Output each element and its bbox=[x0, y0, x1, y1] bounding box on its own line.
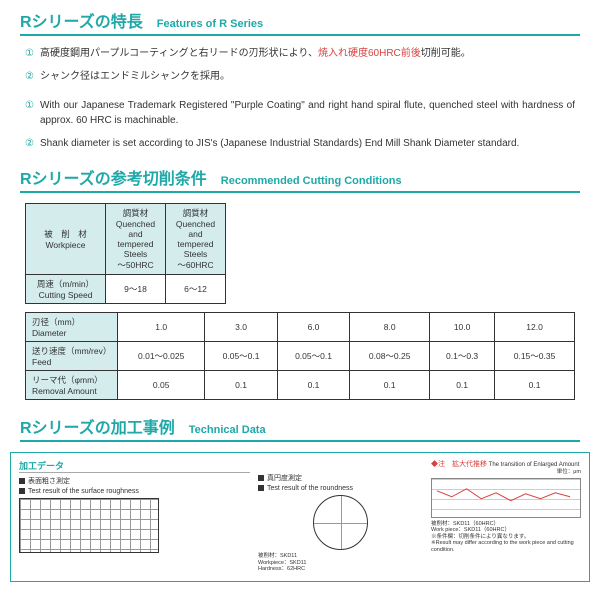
square-icon bbox=[19, 488, 25, 494]
note: Workpiece：SKD11 bbox=[258, 560, 423, 567]
roundness-chart bbox=[313, 495, 368, 550]
section-title-jp: Rシリーズの特長 bbox=[20, 8, 143, 32]
td: 0.1 bbox=[277, 371, 349, 400]
section-header-cutting: Rシリーズの参考切削条件 Recommended Cutting Conditi… bbox=[20, 165, 580, 193]
sub-en: Test result of the surface roughness bbox=[19, 488, 250, 495]
td: 0.1 bbox=[350, 371, 430, 400]
td: 6～12 bbox=[166, 275, 226, 304]
sub-en: Test result of the roundness bbox=[258, 485, 423, 492]
square-icon bbox=[19, 478, 25, 484]
table-feed: 刃径（mm）Diameter 1.0 3.0 6.0 8.0 10.0 12.0… bbox=[25, 312, 575, 400]
roughness-chart bbox=[19, 498, 159, 553]
th-diameter: 刃径（mm）Diameter bbox=[26, 313, 118, 342]
foot: Work piece：SKD11（60HRC） bbox=[431, 527, 581, 534]
roundness-block: 真円度測定 Test result of the roundness 被削材：S… bbox=[258, 459, 423, 573]
bullet-num: ② bbox=[25, 69, 34, 84]
unit-label: 単位：μm bbox=[431, 469, 581, 476]
feature-jp-2: ② シャンク径はエンドミルシャンクを採用。 bbox=[25, 69, 575, 84]
td: 0.08～0.25 bbox=[350, 342, 430, 371]
td: 0.1 bbox=[495, 371, 575, 400]
sub-jp: 表面粗さ測定 bbox=[19, 476, 250, 486]
bullet-text: With our Japanese Trademark Registered "… bbox=[40, 98, 575, 128]
feature-en-2: ② Shank diameter is set according to JIS… bbox=[25, 136, 575, 151]
th-50hrc: 調質材Quenched andtempered Steels～50HRC bbox=[106, 204, 166, 275]
tables-block: 被 削 材Workpiece 調質材Quenched andtempered S… bbox=[25, 203, 575, 400]
table-speed: 被 削 材Workpiece 調質材Quenched andtempered S… bbox=[25, 203, 226, 304]
tech-data-panel: 加工データ 表面粗さ測定 Test result of the surface … bbox=[10, 452, 590, 582]
td: 9～18 bbox=[106, 275, 166, 304]
td: 6.0 bbox=[277, 313, 349, 342]
section-title-en: Recommended Cutting Conditions bbox=[221, 175, 402, 187]
td: 10.0 bbox=[430, 313, 495, 342]
th-cutspeed: 周速（m/min）Cutting Speed bbox=[26, 275, 106, 304]
bullet-text: 高硬度鋼用パープルコーティングと右リードの刃形状により、焼入れ硬度60HRC前後… bbox=[40, 46, 471, 61]
th-feed: 送り速度（mm/rev）Feed bbox=[26, 342, 118, 371]
td: 0.1～0.3 bbox=[430, 342, 495, 371]
bullet-num: ① bbox=[25, 46, 34, 61]
td: 8.0 bbox=[350, 313, 430, 342]
square-icon bbox=[258, 475, 264, 481]
td: 3.0 bbox=[205, 313, 277, 342]
section-title-jp: Rシリーズの加工事例 bbox=[20, 414, 175, 438]
features-content: ① 高硬度鋼用パープルコーティングと右リードの刃形状により、焼入れ硬度60HRC… bbox=[25, 46, 575, 151]
section-header-tech: Rシリーズの加工事例 Technical Data bbox=[20, 414, 580, 442]
note: Hardness：62HRC bbox=[258, 566, 423, 573]
td: 0.05～0.1 bbox=[205, 342, 277, 371]
section-title-en: Technical Data bbox=[189, 424, 266, 436]
td: 0.1 bbox=[205, 371, 277, 400]
td: 12.0 bbox=[495, 313, 575, 342]
table-row: リーマ代（φmm）Removal Amount 0.05 0.1 0.1 0.1… bbox=[26, 371, 575, 400]
td: 0.05 bbox=[118, 371, 205, 400]
section-title-en: Features of R Series bbox=[157, 18, 263, 30]
note: 被削材：SKD11 bbox=[258, 553, 423, 560]
sub-jp: 真円度測定 bbox=[258, 473, 423, 483]
td: 0.1 bbox=[430, 371, 495, 400]
transition-chart bbox=[431, 478, 581, 518]
bullet-num: ② bbox=[25, 136, 34, 151]
feature-en-1: ① With our Japanese Trademark Registered… bbox=[25, 98, 575, 128]
red-note: ◆注 拡大代推移 The transition of Enlarged Amou… bbox=[431, 459, 581, 469]
tech-header: 加工データ bbox=[19, 459, 250, 473]
td: 1.0 bbox=[118, 313, 205, 342]
td: 0.15～0.35 bbox=[495, 342, 575, 371]
td: 0.05～0.1 bbox=[277, 342, 349, 371]
table-row: 送り速度（mm/rev）Feed 0.01～0.025 0.05～0.1 0.0… bbox=[26, 342, 575, 371]
bullet-text: Shank diameter is set according to JIS's… bbox=[40, 136, 519, 151]
transition-block: ◆注 拡大代推移 The transition of Enlarged Amou… bbox=[431, 459, 581, 573]
roughness-block: 加工データ 表面粗さ測定 Test result of the surface … bbox=[19, 459, 250, 573]
section-title-jp: Rシリーズの参考切削条件 bbox=[20, 165, 207, 189]
foot: ※Result may differ according to the work… bbox=[431, 540, 581, 553]
feature-jp-1: ① 高硬度鋼用パープルコーティングと右リードの刃形状により、焼入れ硬度60HRC… bbox=[25, 46, 575, 61]
bullet-text: シャンク径はエンドミルシャンクを採用。 bbox=[40, 69, 230, 84]
th-workpiece: 被 削 材Workpiece bbox=[26, 204, 106, 275]
th-60hrc: 調質材Quenched andtempered Steels～60HRC bbox=[166, 204, 226, 275]
th-removal: リーマ代（φmm）Removal Amount bbox=[26, 371, 118, 400]
bullet-num: ① bbox=[25, 98, 34, 128]
table-row: 刃径（mm）Diameter 1.0 3.0 6.0 8.0 10.0 12.0 bbox=[26, 313, 575, 342]
td: 0.01～0.025 bbox=[118, 342, 205, 371]
section-header-features: Rシリーズの特長 Features of R Series bbox=[20, 8, 580, 36]
square-icon bbox=[258, 485, 264, 491]
